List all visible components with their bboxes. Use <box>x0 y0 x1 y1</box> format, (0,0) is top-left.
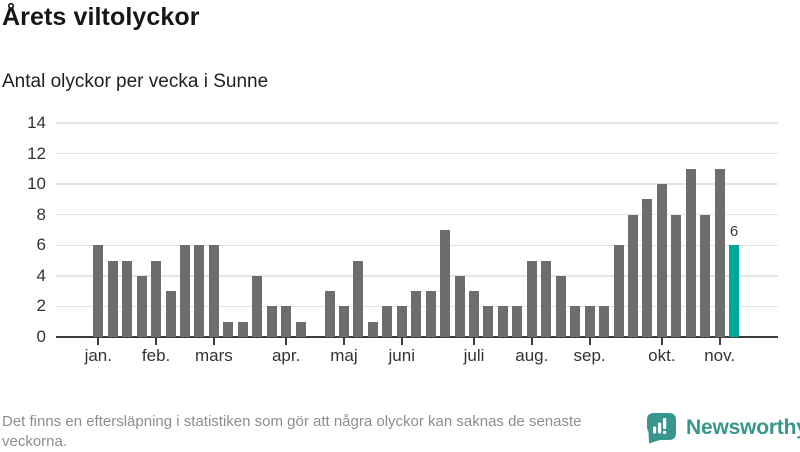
bar-week <box>685 168 696 337</box>
x-axis-month-label: okt. <box>648 346 676 365</box>
bar-week <box>295 321 306 337</box>
bar-week <box>454 275 465 337</box>
bar-week <box>122 260 133 337</box>
brand-name: Newsworthy <box>686 416 800 439</box>
bar-week <box>671 214 682 337</box>
bar-week <box>266 306 277 337</box>
x-axis-tick <box>400 338 403 345</box>
bar-week <box>223 321 234 337</box>
bar-week <box>541 260 552 337</box>
x-axis-month-label: feb. <box>141 346 171 365</box>
bar-week <box>483 306 494 337</box>
x-axis-month-label: jan. <box>84 346 112 365</box>
bar-week <box>367 321 378 337</box>
bar-week <box>252 275 263 337</box>
x-axis-tick <box>718 338 721 345</box>
bar-week <box>411 291 422 337</box>
x-axis-month-label: nov. <box>704 346 736 365</box>
bar-week <box>281 306 292 337</box>
bar-week <box>555 275 566 337</box>
bar-week <box>136 275 147 337</box>
gridline <box>56 152 778 155</box>
gridline <box>56 183 778 185</box>
bar-week <box>382 306 393 337</box>
bar-week <box>700 214 711 337</box>
gridline <box>56 122 778 124</box>
bar-week <box>165 291 176 337</box>
chart-subtitle: Antal olyckor per vecka i Sunne <box>2 71 269 92</box>
bar-week <box>208 245 219 337</box>
bar-week <box>338 306 349 337</box>
x-axis-tick <box>588 338 591 345</box>
y-axis-tick-label: 2 <box>36 296 46 316</box>
x-axis-tick <box>342 338 345 345</box>
x-axis-month-label: aug. <box>515 346 549 365</box>
x-axis-tick <box>473 338 475 345</box>
footnote: Det finns en eftersläpning i statistiken… <box>2 413 582 450</box>
gridline <box>56 275 778 277</box>
bar-week <box>642 199 653 337</box>
bar-week <box>396 306 407 337</box>
y-axis-tick-label: 12 <box>27 143 46 163</box>
bar-week <box>151 260 162 337</box>
x-axis-month-label: juni <box>388 346 415 365</box>
bar-week <box>613 245 624 337</box>
bar-week <box>440 230 451 337</box>
bar-week <box>194 245 205 337</box>
gridline <box>56 244 778 247</box>
bar-week <box>714 168 725 337</box>
x-axis-tick <box>97 338 100 345</box>
y-axis-tick-label: 8 <box>36 204 46 224</box>
bar-week <box>180 245 190 337</box>
bar-week <box>237 321 248 337</box>
y-axis-tick-label: 6 <box>36 235 46 255</box>
bar-week <box>425 291 436 337</box>
x-axis-tick <box>530 338 533 345</box>
bar-week <box>497 306 508 337</box>
y-axis-tick-label: 4 <box>36 265 46 285</box>
x-axis-month-label: apr. <box>271 346 301 365</box>
x-axis-month-label: mars <box>195 346 233 365</box>
x-axis-month-label: juli <box>463 346 485 365</box>
page-title: Årets viltolyckor <box>2 3 200 31</box>
x-axis-month-label: sep. <box>573 346 606 365</box>
bar-week <box>627 214 638 337</box>
bar-week <box>656 184 667 337</box>
bar-week <box>570 306 581 337</box>
bar-week <box>526 260 537 337</box>
bar-week <box>107 260 118 337</box>
newsworthy-bubble-chart-icon <box>646 412 677 444</box>
x-axis-tick <box>212 338 215 345</box>
bar-week <box>584 306 595 337</box>
y-axis-tick-label: 14 <box>27 113 46 132</box>
y-axis-tick-label: 0 <box>36 327 46 346</box>
bar-week <box>512 306 523 337</box>
x-axis-tick <box>660 338 663 345</box>
bar-current-week <box>729 245 740 337</box>
gridline <box>56 213 778 216</box>
highlight-value-label: 6 <box>729 223 739 241</box>
bar-week <box>469 291 479 337</box>
x-axis-line <box>56 336 778 338</box>
bar-week <box>324 291 335 337</box>
x-axis-tick <box>155 338 158 345</box>
x-axis-tick <box>285 338 288 345</box>
brand-logo: Newsworthy <box>646 412 800 444</box>
bar-week <box>599 306 610 337</box>
bar-week <box>353 260 364 337</box>
bar-week <box>93 245 104 337</box>
y-axis-tick-label: 10 <box>27 174 46 194</box>
x-axis-month-label: maj <box>330 346 358 365</box>
